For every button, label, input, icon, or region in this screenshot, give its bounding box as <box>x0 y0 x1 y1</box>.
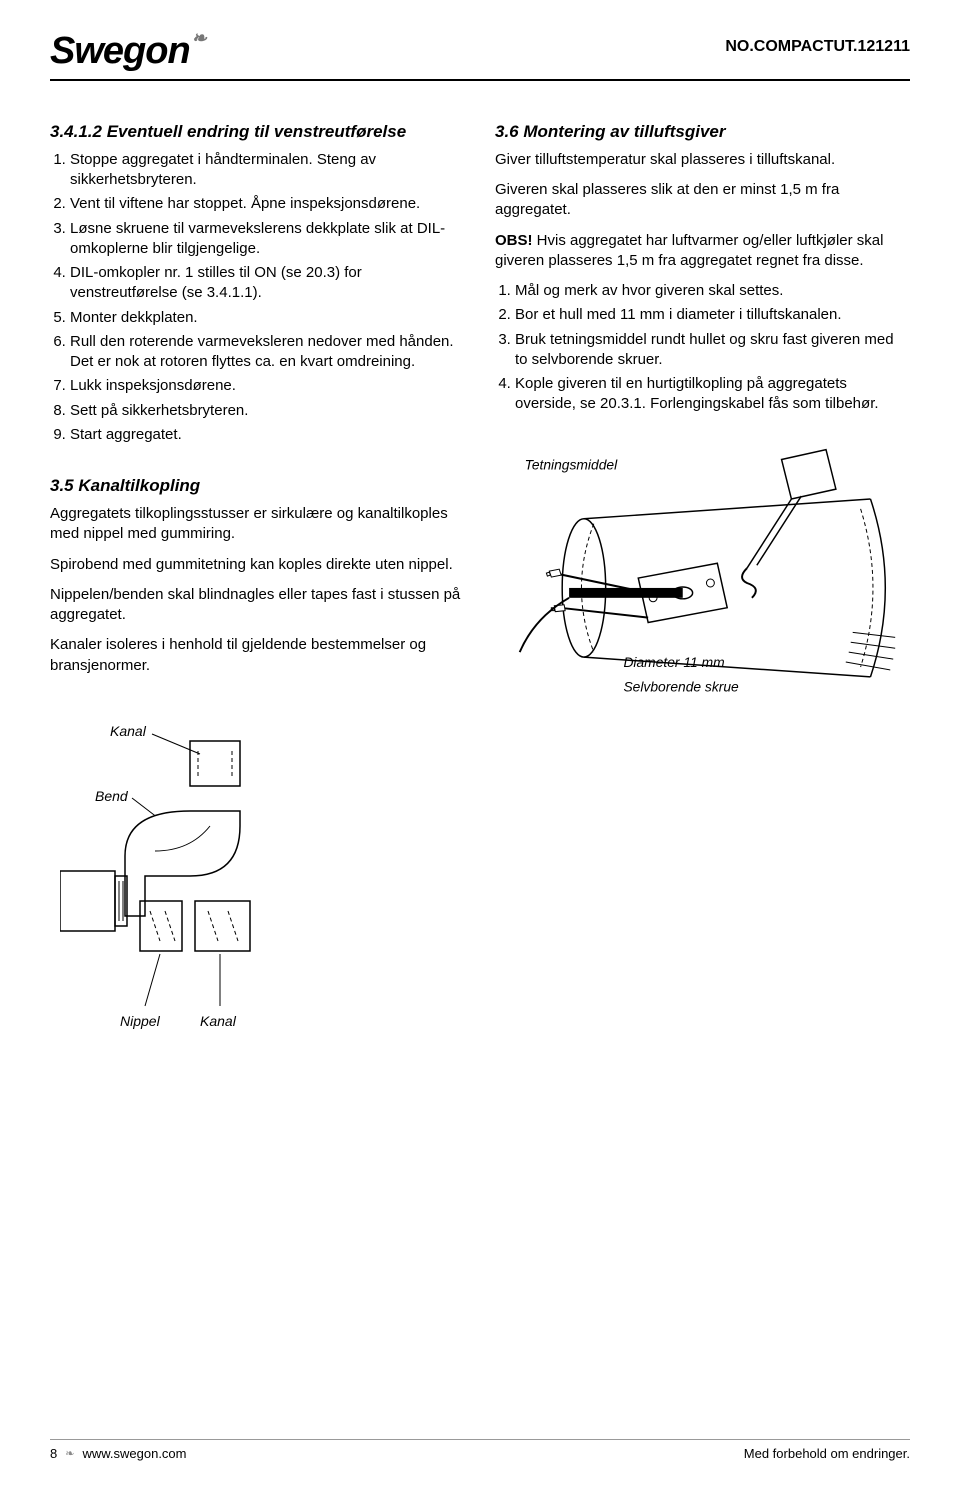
label-diameter: Diameter 11 mm <box>623 654 724 670</box>
document-id: NO.COMPACTUT.121211 <box>725 38 910 56</box>
list-item: Monter dekkplaten. <box>70 308 465 328</box>
list-item: Rull den roterende varmeveksleren nedove… <box>70 332 465 373</box>
paragraph: Kanaler isoleres i henhold til gjeldende… <box>50 635 465 676</box>
label-nippel: Nippel <box>120 1013 161 1029</box>
duct-diagram: Tetningsmiddel <box>495 443 910 723</box>
list-36: Mål og merk av hvor giveren skal settes.… <box>495 281 910 415</box>
footer-disclaimer: Med forbehold om endringer. <box>744 1446 910 1461</box>
label-kanal-top: Kanal <box>110 723 147 739</box>
leaf-icon: ❧ <box>65 1447 74 1460</box>
list-item: Kople giveren til en hurtigtilkopling på… <box>515 374 910 415</box>
heading-35: 3.5 Kanaltilkopling <box>50 475 465 498</box>
paragraph: Spirobend med gummitetning kan koples di… <box>50 555 465 575</box>
heading-36: 3.6 Montering av tilluftsgiver <box>495 121 910 144</box>
obs-label: OBS! <box>495 232 533 249</box>
page-header: Swegon ❧ NO.COMPACTUT.121211 <box>50 30 910 81</box>
list-item: Start aggregatet. <box>70 425 465 445</box>
page-number: 8 <box>50 1446 57 1461</box>
bend-diagram: Kanal Bend <box>60 716 340 1056</box>
logo-text: Swegon <box>50 30 190 73</box>
list-item: Sett på sikkerhetsbryteren. <box>70 401 465 421</box>
footer-url: www.swegon.com <box>82 1446 186 1461</box>
label-sealant: Tetningsmiddel <box>525 456 618 472</box>
list-item: Lukk inspeksjonsdørene. <box>70 376 465 396</box>
content-columns: 3.4.1.2 Eventuell endring til venstreutf… <box>50 121 910 1062</box>
list-item: Løsne skruene til varmevekslerens dekkpl… <box>70 219 465 260</box>
logo: Swegon ❧ <box>50 30 206 73</box>
list-3412: Stoppe aggregatet i håndterminalen. Sten… <box>50 150 465 445</box>
right-column: 3.6 Montering av tilluftsgiver Giver til… <box>495 121 910 1062</box>
paragraph-obs: OBS! Hvis aggregatet har luftvarmer og/e… <box>495 231 910 272</box>
label-screw: Selvborende skrue <box>623 678 739 694</box>
list-item: Bor et hull med 11 mm i diameter i tillu… <box>515 305 910 325</box>
list-item: DIL-omkopler nr. 1 stilles til ON (se 20… <box>70 263 465 304</box>
leaf-icon: ❧ <box>192 28 206 49</box>
list-item: Stoppe aggregatet i håndterminalen. Sten… <box>70 150 465 191</box>
list-item: Mål og merk av hvor giveren skal settes. <box>515 281 910 301</box>
label-kanal-bottom: Kanal <box>200 1013 237 1029</box>
obs-text: Hvis aggregatet har luftvarmer og/eller … <box>495 232 883 269</box>
footer-left: 8 ❧ www.swegon.com <box>50 1446 187 1461</box>
left-column: 3.4.1.2 Eventuell endring til venstreutf… <box>50 121 465 1062</box>
paragraph: Nippelen/benden skal blindnagles eller t… <box>50 585 465 626</box>
list-item: Bruk tetningsmiddel rundt hullet og skru… <box>515 330 910 371</box>
paragraph: Giver tilluftstemperatur skal plasseres … <box>495 150 910 170</box>
paragraph: Giveren skal plasseres slik at den er mi… <box>495 180 910 221</box>
paragraph: Aggregatets tilkoplingsstusser er sirkul… <box>50 504 465 545</box>
list-item: Vent til viftene har stoppet. Åpne inspe… <box>70 194 465 214</box>
label-bend: Bend <box>95 788 129 804</box>
heading-3412: 3.4.1.2 Eventuell endring til venstreutf… <box>50 121 465 144</box>
page-footer: 8 ❧ www.swegon.com Med forbehold om endr… <box>50 1439 910 1461</box>
